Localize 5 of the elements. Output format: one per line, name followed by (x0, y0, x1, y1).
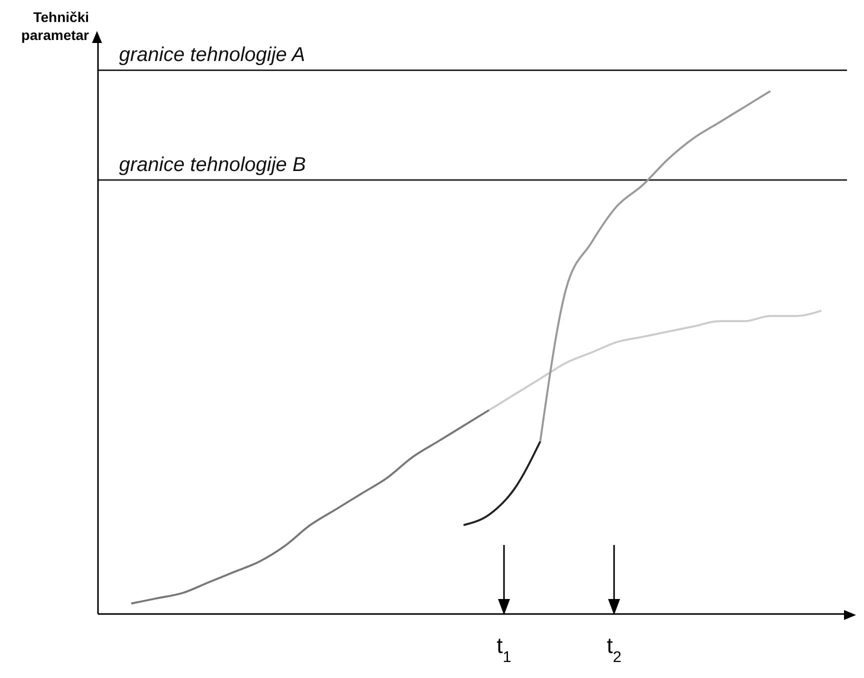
ref-line-label: granice tehnologije B (119, 154, 306, 176)
text: t$_{2}$ (606, 633, 622, 666)
ref-line-label: granice tehnologije A (119, 44, 306, 66)
y-axis-title: Tehnički parametar (21, 9, 90, 43)
text: t$_{1}$ (496, 633, 512, 666)
